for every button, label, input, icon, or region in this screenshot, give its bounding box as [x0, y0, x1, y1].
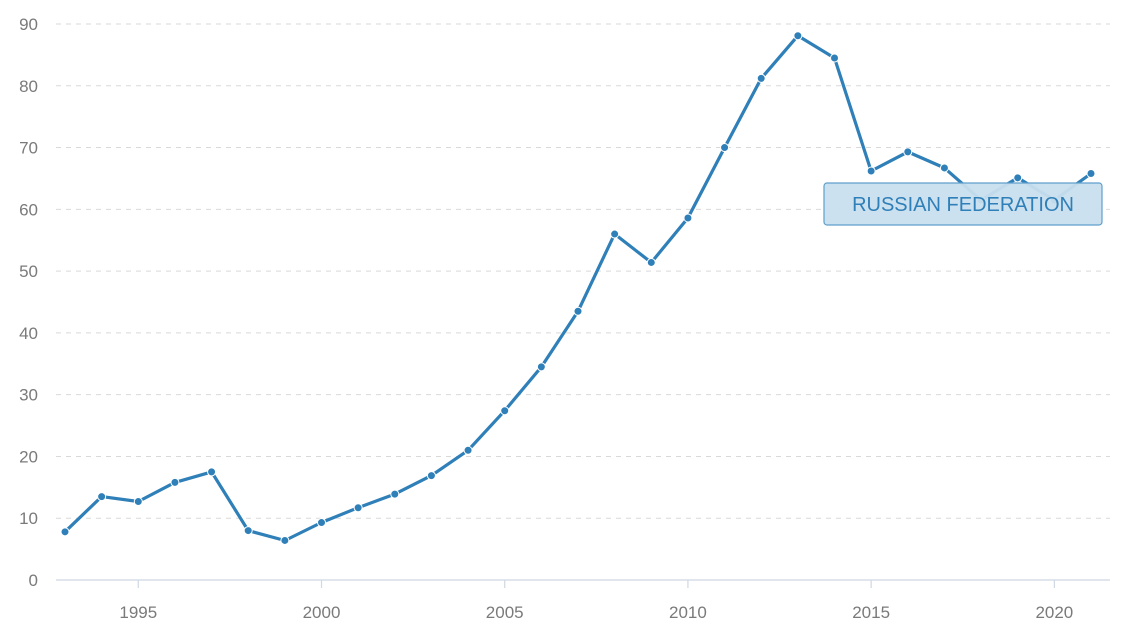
data-point-2016	[903, 147, 913, 157]
data-point-2005	[500, 406, 510, 416]
y-tick-label: 30	[19, 386, 38, 405]
grid-lines	[56, 23, 1110, 519]
data-point-1994	[97, 492, 107, 502]
y-tick-label: 0	[29, 571, 38, 590]
data-point-2000	[317, 518, 326, 528]
x-tick-label: 2020	[1035, 603, 1073, 622]
data-point-1996	[170, 477, 180, 487]
x-axis-ticks: 1995 2000 2005 2010 2015 2020	[119, 580, 1073, 622]
data-point-2002	[390, 489, 400, 499]
series-russian-federation	[60, 31, 1096, 545]
x-tick-label: 2000	[303, 603, 341, 622]
data-point-2019	[1013, 173, 1023, 183]
data-point-2013	[793, 31, 803, 41]
x-tick-label: 2005	[486, 603, 524, 622]
y-tick-label: 80	[19, 77, 38, 96]
series-label-box	[823, 182, 1103, 226]
data-point-1993	[60, 527, 70, 537]
data-point-2015	[866, 166, 876, 176]
data-point-2008	[610, 229, 620, 239]
y-axis-ticks: 0 10 20 30 40 50 60 70 80 90	[19, 15, 38, 590]
x-tick-label: 2010	[669, 603, 707, 622]
x-tick-label: 1995	[119, 603, 157, 622]
data-point-1997	[207, 467, 217, 477]
data-point-2006	[536, 362, 546, 372]
data-point-2003	[426, 471, 436, 481]
y-tick-label: 60	[19, 200, 38, 219]
data-point-2004	[463, 445, 473, 455]
data-point-2011	[720, 143, 730, 153]
data-point-2021	[1086, 169, 1096, 179]
data-point-1999	[280, 535, 290, 545]
series-label: RUSSIAN FEDERATION	[823, 182, 1103, 226]
y-tick-label: 70	[19, 139, 38, 158]
y-tick-label: 40	[19, 324, 38, 343]
data-point-2014	[830, 53, 839, 63]
y-tick-label: 90	[19, 15, 38, 34]
x-tick-label: 2015	[852, 603, 890, 622]
data-point-1995	[133, 497, 143, 507]
data-point-2017	[939, 163, 949, 173]
y-tick-label: 50	[19, 262, 38, 281]
data-point-2012	[756, 73, 766, 83]
series-line	[63, 34, 1093, 543]
series-label-text: RUSSIAN FEDERATION	[852, 194, 1074, 216]
data-point-2010	[683, 213, 693, 223]
data-point-2001	[353, 503, 363, 513]
y-tick-label: 20	[19, 447, 38, 466]
data-point-2007	[573, 306, 583, 316]
y-tick-label: 10	[19, 509, 38, 528]
data-point-1998	[243, 526, 253, 536]
data-point-2009	[646, 257, 656, 267]
